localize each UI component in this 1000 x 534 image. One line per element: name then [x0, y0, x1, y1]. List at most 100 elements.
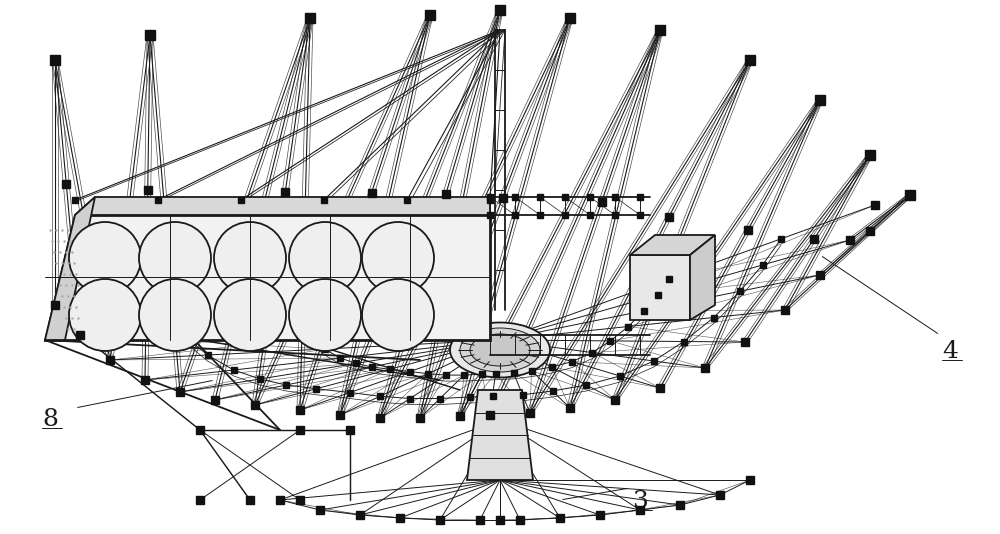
Polygon shape — [425, 10, 435, 20]
Polygon shape — [308, 335, 314, 341]
Polygon shape — [865, 150, 875, 160]
Polygon shape — [537, 194, 543, 200]
Polygon shape — [745, 55, 755, 65]
Polygon shape — [495, 5, 505, 15]
Polygon shape — [737, 288, 743, 294]
Polygon shape — [492, 371, 498, 377]
Polygon shape — [716, 491, 724, 499]
Polygon shape — [566, 404, 574, 412]
Polygon shape — [598, 198, 606, 206]
Polygon shape — [281, 188, 289, 196]
Circle shape — [214, 222, 286, 294]
Polygon shape — [490, 393, 496, 399]
Polygon shape — [866, 227, 874, 235]
Polygon shape — [376, 414, 384, 422]
Polygon shape — [257, 376, 263, 382]
Polygon shape — [760, 262, 766, 268]
Ellipse shape — [460, 328, 540, 372]
Polygon shape — [443, 372, 449, 378]
Text: 3: 3 — [632, 490, 648, 513]
Polygon shape — [396, 514, 404, 522]
Polygon shape — [205, 352, 210, 358]
Polygon shape — [516, 516, 524, 524]
Polygon shape — [741, 338, 749, 346]
Circle shape — [139, 279, 211, 351]
Polygon shape — [353, 360, 359, 366]
Polygon shape — [141, 376, 149, 384]
Polygon shape — [781, 306, 789, 314]
Polygon shape — [211, 396, 219, 404]
Polygon shape — [305, 13, 315, 23]
Polygon shape — [562, 212, 568, 218]
Polygon shape — [487, 197, 493, 203]
Polygon shape — [549, 364, 555, 370]
Polygon shape — [369, 364, 375, 370]
Circle shape — [214, 279, 286, 351]
Polygon shape — [744, 225, 752, 233]
Polygon shape — [587, 194, 593, 200]
Polygon shape — [196, 496, 204, 504]
Circle shape — [289, 279, 361, 351]
Polygon shape — [612, 212, 618, 218]
Polygon shape — [637, 212, 643, 218]
Polygon shape — [313, 386, 319, 392]
Polygon shape — [196, 426, 204, 434]
Polygon shape — [690, 235, 715, 320]
Circle shape — [69, 279, 141, 351]
Polygon shape — [51, 301, 59, 309]
Polygon shape — [637, 194, 643, 200]
Polygon shape — [346, 426, 354, 434]
Polygon shape — [387, 366, 393, 372]
Polygon shape — [296, 406, 304, 414]
Polygon shape — [356, 511, 364, 519]
Polygon shape — [496, 516, 504, 524]
Polygon shape — [486, 411, 494, 419]
Polygon shape — [50, 55, 60, 65]
Polygon shape — [641, 308, 647, 314]
Polygon shape — [163, 311, 169, 317]
Polygon shape — [587, 212, 593, 218]
Polygon shape — [654, 292, 660, 298]
Polygon shape — [681, 339, 687, 344]
Polygon shape — [436, 516, 444, 524]
Polygon shape — [746, 476, 754, 484]
Polygon shape — [62, 180, 70, 188]
Polygon shape — [467, 390, 533, 480]
Polygon shape — [562, 194, 568, 200]
Polygon shape — [655, 25, 665, 35]
Polygon shape — [75, 197, 490, 215]
Polygon shape — [569, 359, 575, 365]
Polygon shape — [512, 194, 518, 200]
Polygon shape — [665, 213, 673, 221]
Polygon shape — [479, 371, 485, 377]
Polygon shape — [297, 321, 303, 327]
Polygon shape — [565, 13, 575, 23]
Polygon shape — [176, 388, 184, 396]
Ellipse shape — [470, 334, 530, 366]
Polygon shape — [611, 396, 619, 404]
Text: 4: 4 — [942, 340, 958, 363]
Polygon shape — [520, 392, 526, 398]
Polygon shape — [537, 212, 543, 218]
Polygon shape — [810, 235, 818, 243]
Polygon shape — [630, 235, 715, 255]
Polygon shape — [583, 382, 589, 388]
Circle shape — [362, 222, 434, 294]
Circle shape — [139, 222, 211, 294]
Polygon shape — [487, 194, 493, 200]
Polygon shape — [296, 426, 304, 434]
Polygon shape — [144, 186, 152, 194]
Polygon shape — [487, 212, 493, 218]
Polygon shape — [550, 388, 556, 394]
Polygon shape — [347, 389, 353, 396]
Polygon shape — [322, 346, 328, 352]
Polygon shape — [461, 372, 467, 378]
Polygon shape — [636, 506, 644, 514]
Polygon shape — [625, 324, 631, 329]
Ellipse shape — [450, 323, 550, 378]
Polygon shape — [182, 333, 188, 339]
Polygon shape — [467, 394, 473, 400]
Polygon shape — [526, 409, 534, 417]
Polygon shape — [337, 355, 343, 361]
Polygon shape — [589, 350, 595, 356]
